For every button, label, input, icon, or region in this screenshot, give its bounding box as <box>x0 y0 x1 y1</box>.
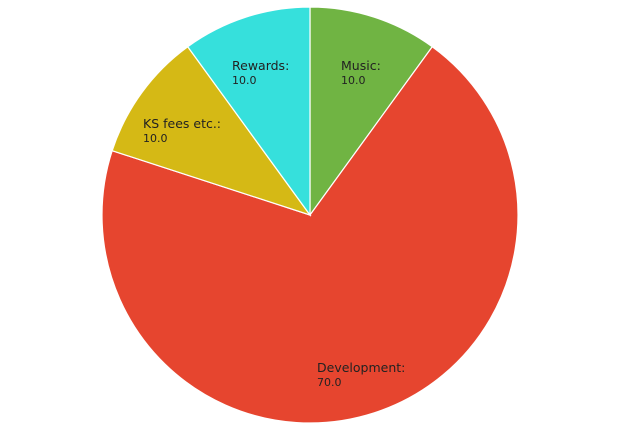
slice-label-value: 10.0 <box>232 74 257 87</box>
slice-label: Rewards:10.0 <box>232 58 289 87</box>
slice-label-name: Development: <box>317 360 405 375</box>
slice-label-name: KS fees etc.: <box>143 116 221 131</box>
slice-label-value: 10.0 <box>341 74 366 87</box>
slice-label: Development:70.0 <box>317 360 405 389</box>
pie-slice-music <box>309 6 434 217</box>
pie-slices <box>101 6 519 424</box>
slice-label-value: 70.0 <box>317 376 342 389</box>
pie-slice-development <box>101 45 519 424</box>
pie-slice-ks-fees-etc <box>111 45 312 217</box>
slice-label-name: Music: <box>341 58 381 73</box>
slice-label: KS fees etc.:10.0 <box>143 116 221 145</box>
slice-label-name: Rewards: <box>232 58 289 73</box>
pie-slice-rewards <box>186 6 311 217</box>
slice-label: Music:10.0 <box>341 58 381 87</box>
slice-label-value: 10.0 <box>143 132 168 145</box>
